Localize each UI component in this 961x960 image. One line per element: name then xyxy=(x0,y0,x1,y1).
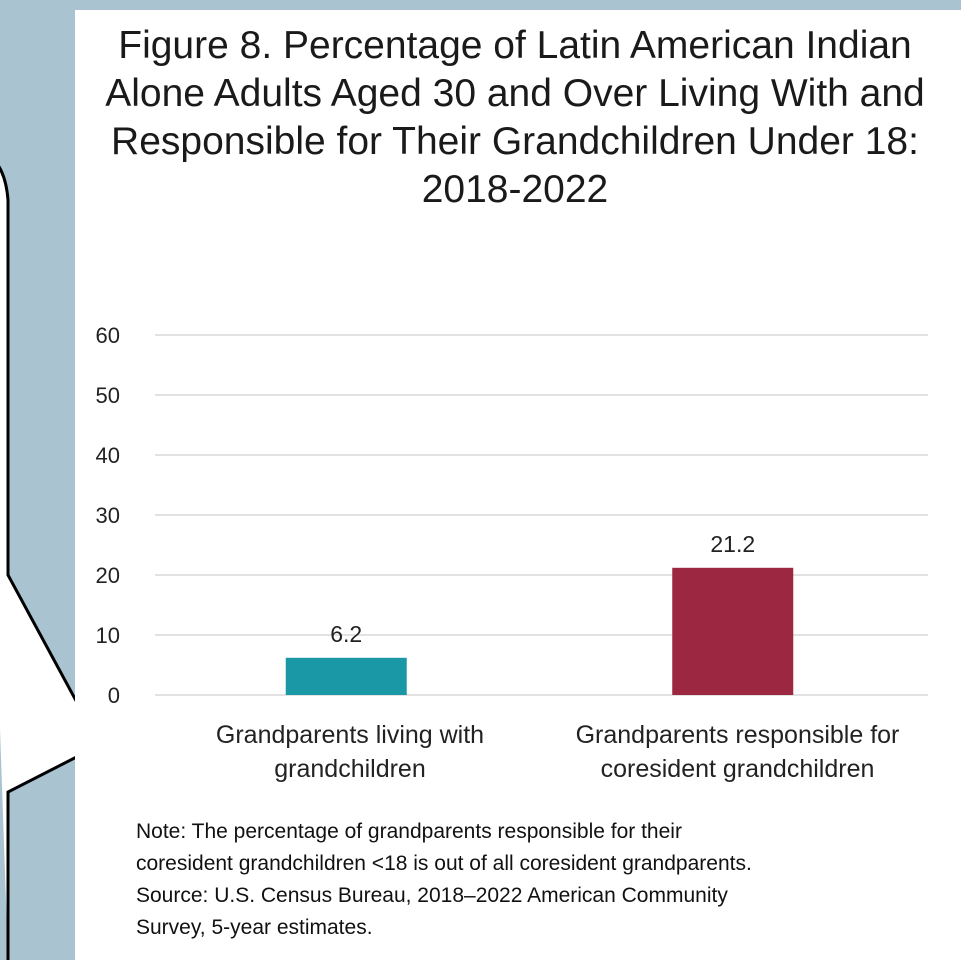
y-tick-label: 30 xyxy=(96,503,120,528)
y-tick-label: 20 xyxy=(96,563,120,588)
source-line: Survey, 5-year estimates. xyxy=(136,916,373,939)
chart-note: Note: The percentage of grandparents res… xyxy=(136,816,936,944)
category-label-living-with: Grandparents living with grandchildren xyxy=(215,721,485,783)
bar-value-label: 21.2 xyxy=(710,531,755,557)
y-tick-label: 40 xyxy=(96,443,120,468)
y-tick-label: 0 xyxy=(108,683,120,708)
y-tick-label: 60 xyxy=(96,323,120,348)
bar-1 xyxy=(672,567,794,695)
y-tick-label: 50 xyxy=(96,383,120,408)
chart-area xyxy=(75,10,959,805)
note-line: Note: The percentage of grandparents res… xyxy=(136,820,682,843)
chart-title: Figure 8. Percentage of Latin American I… xyxy=(105,24,925,211)
source-line: Source: U.S. Census Bureau, 2018–2022 Am… xyxy=(136,884,728,907)
category-label-responsible: Grandparents responsible for coresident … xyxy=(575,721,900,783)
bar-value-label: 6.2 xyxy=(330,621,362,647)
y-tick-label: 10 xyxy=(96,623,120,648)
bar-0 xyxy=(285,657,407,695)
note-line: coresident grandchildren <18 is out of a… xyxy=(136,852,752,875)
